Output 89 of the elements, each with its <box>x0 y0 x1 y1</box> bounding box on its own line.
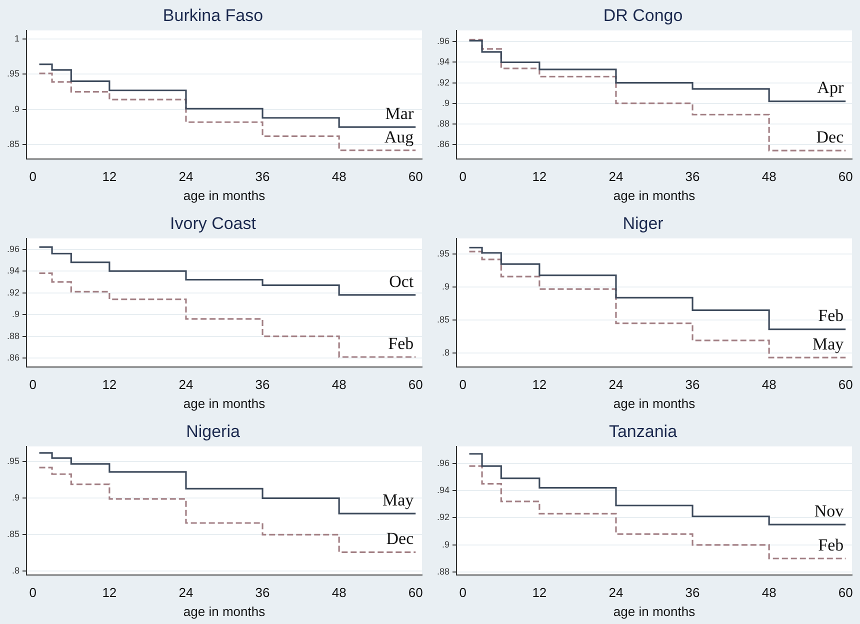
y-tick-label: .8 <box>442 347 450 358</box>
x-axis-title: age in months <box>183 396 266 411</box>
x-tick-label: 24 <box>178 585 194 600</box>
series-label: Aug <box>384 127 414 146</box>
x-tick-label: 60 <box>838 377 853 392</box>
y-tick-label: .85 <box>6 529 20 540</box>
x-axis-title: age in months <box>613 396 696 411</box>
x-tick-label: 36 <box>255 585 270 600</box>
series-label: May <box>382 490 414 510</box>
y-tick-label: .96 <box>436 458 450 468</box>
y-tick-label: .92 <box>6 287 20 298</box>
series-label: Apr <box>817 78 844 98</box>
y-tick-label: .92 <box>436 512 450 522</box>
x-tick-label: 48 <box>332 585 346 600</box>
x-tick-label: 48 <box>762 585 776 600</box>
y-tick-label: .94 <box>6 266 20 276</box>
y-tick-label: 1 <box>14 33 20 44</box>
y-tick-label: .94 <box>436 485 450 496</box>
x-tick-label: 0 <box>29 377 37 392</box>
y-tick-label: .9 <box>442 282 450 292</box>
x-tick-label: 24 <box>608 377 624 392</box>
x-tick-label: 36 <box>255 377 270 392</box>
x-tick-label: 48 <box>332 169 346 184</box>
x-tick-label: 24 <box>608 585 624 600</box>
y-tick-label: .9 <box>442 539 450 550</box>
series-label: Feb <box>818 306 844 326</box>
y-tick-label: .88 <box>436 566 450 577</box>
x-tick-label: 12 <box>102 377 117 392</box>
x-tick-label: 36 <box>685 585 700 600</box>
series-label: Feb <box>818 535 844 554</box>
x-axis-title: age in months <box>613 188 696 203</box>
x-tick-label: 0 <box>459 169 467 184</box>
series-label: Feb <box>388 334 414 353</box>
x-tick-label: 0 <box>459 377 467 392</box>
x-tick-label: 24 <box>608 169 624 184</box>
y-tick-label: .88 <box>6 330 20 341</box>
x-tick-label: 36 <box>685 169 700 184</box>
x-tick-label: 36 <box>685 377 700 392</box>
x-tick-label: 60 <box>838 585 853 600</box>
chart-title: Niger <box>622 214 664 233</box>
x-axis-title: age in months <box>183 188 266 203</box>
x-tick-label: 36 <box>255 169 270 184</box>
x-tick-label: 60 <box>408 585 423 600</box>
x-tick-label: 12 <box>532 377 547 392</box>
y-tick-label: .86 <box>6 352 20 363</box>
x-tick-label: 0 <box>29 169 37 184</box>
chart-title: Ivory Coast <box>170 214 256 233</box>
chart-title: Nigeria <box>186 422 240 441</box>
chart-title: Burkina Faso <box>162 6 264 25</box>
y-tick-label: .88 <box>436 118 450 128</box>
y-tick-label: .95 <box>436 248 450 259</box>
series-label: Dec <box>816 128 844 147</box>
y-tick-label: .9 <box>12 104 20 114</box>
x-tick-label: 48 <box>762 169 776 184</box>
y-tick-label: .9 <box>442 98 450 108</box>
y-tick-label: .9 <box>12 309 20 320</box>
series-label: Oct <box>389 272 414 291</box>
x-tick-label: 12 <box>532 585 547 600</box>
x-tick-label: 60 <box>408 169 423 184</box>
x-tick-label: 60 <box>838 169 853 184</box>
x-tick-label: 24 <box>178 377 194 392</box>
y-tick-label: .8 <box>12 566 20 576</box>
series-label: Dec <box>386 529 414 548</box>
chart-title: DR Congo <box>603 6 683 25</box>
series-label: Mar <box>385 104 414 124</box>
x-tick-label: 12 <box>532 169 547 184</box>
x-tick-label: 12 <box>102 585 117 600</box>
x-tick-label: 60 <box>408 377 423 392</box>
y-tick-label: .9 <box>12 492 20 503</box>
x-tick-label: 24 <box>178 169 194 184</box>
y-tick-label: .95 <box>6 68 20 79</box>
x-tick-label: 12 <box>102 169 117 184</box>
chart-title: Tanzania <box>608 422 678 441</box>
series-label: May <box>812 334 844 354</box>
y-tick-label: .85 <box>6 139 20 150</box>
y-tick-label: .96 <box>436 36 450 46</box>
y-tick-label: .96 <box>6 244 20 254</box>
series-label: Nov <box>814 501 844 520</box>
x-tick-label: 0 <box>459 585 467 600</box>
x-tick-label: 48 <box>332 377 346 392</box>
x-tick-label: 0 <box>29 585 37 600</box>
y-tick-label: .95 <box>6 456 20 466</box>
x-axis-title: age in months <box>613 604 696 619</box>
y-tick-label: .92 <box>436 77 450 88</box>
y-tick-label: .94 <box>436 56 450 67</box>
y-tick-label: .86 <box>436 138 450 149</box>
x-tick-label: 48 <box>762 377 776 392</box>
x-axis-title: age in months <box>183 604 266 619</box>
y-tick-label: .85 <box>436 314 450 325</box>
